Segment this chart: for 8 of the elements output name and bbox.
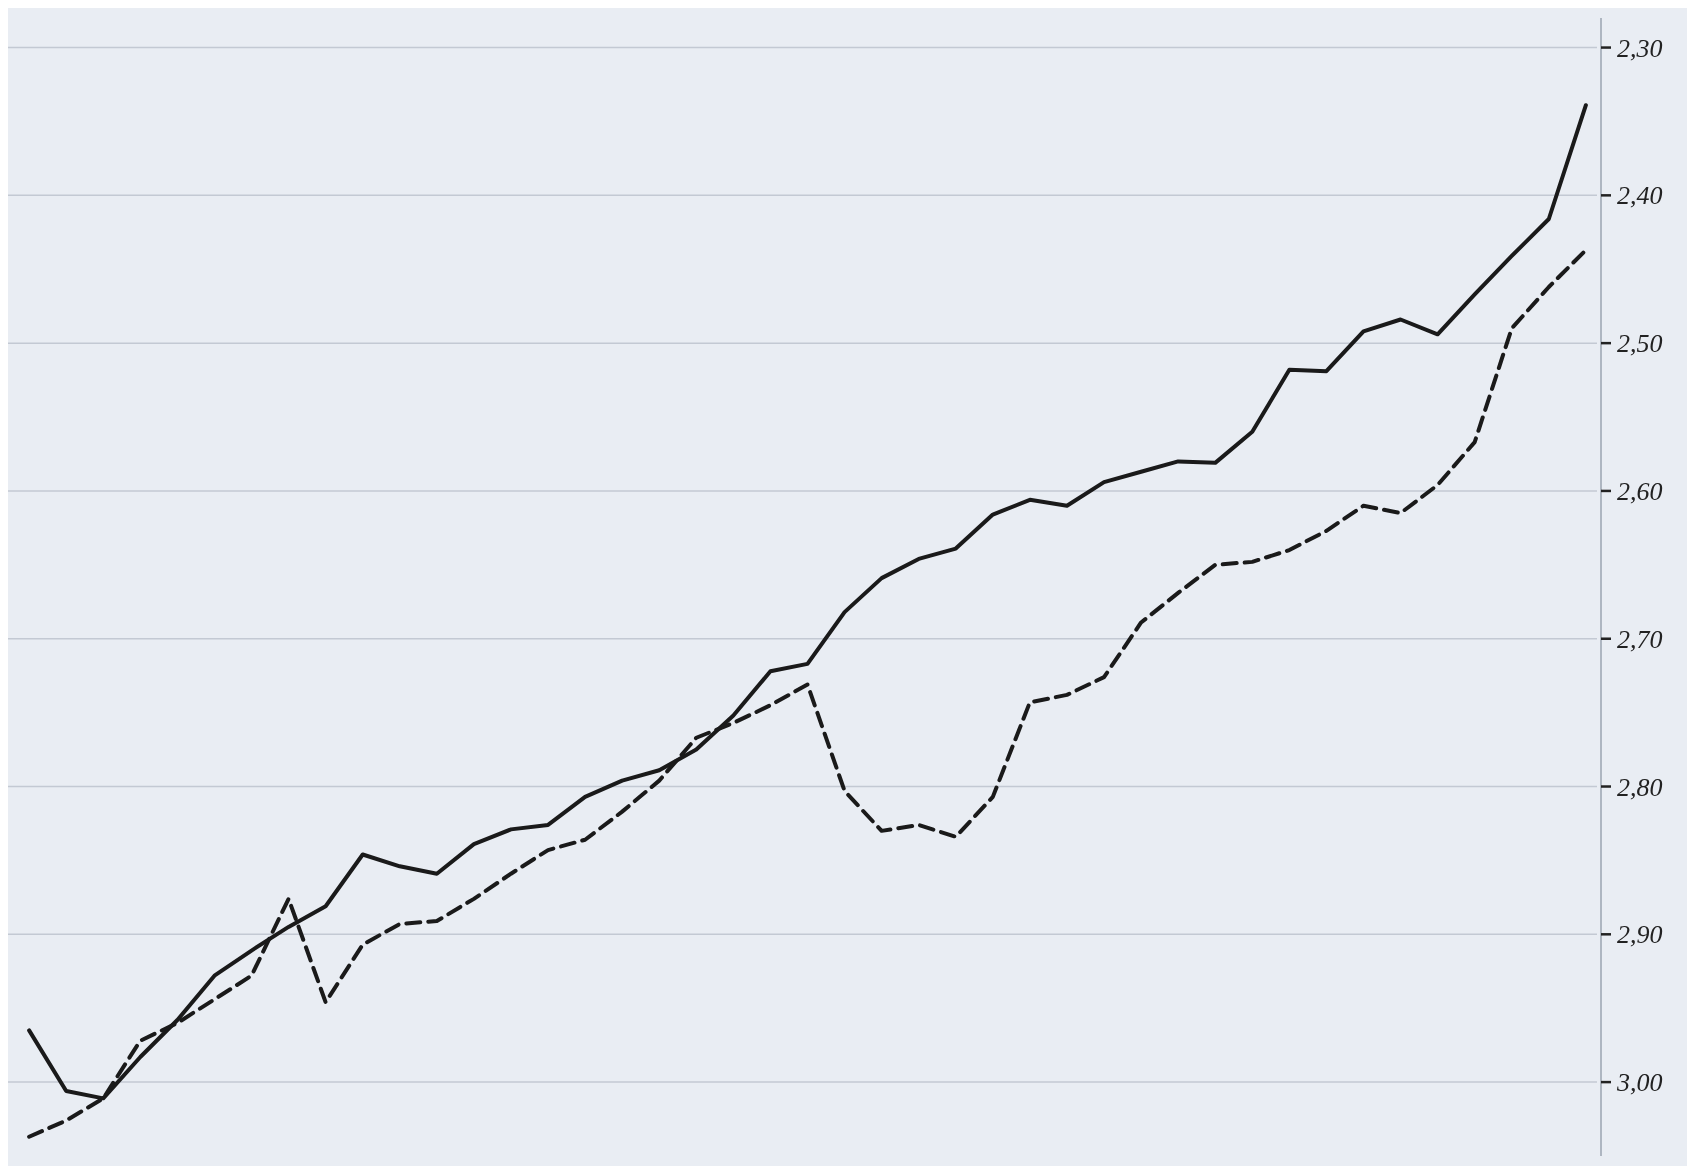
y-tick-label: 2,60 xyxy=(1617,477,1663,507)
y-tick-label: 2,50 xyxy=(1617,329,1663,359)
y-tick-label: 2,40 xyxy=(1617,181,1663,211)
y-tick-label: 2,70 xyxy=(1617,624,1663,654)
y-tick-label: 2,80 xyxy=(1617,772,1663,802)
y-tick-label: 2,90 xyxy=(1617,920,1663,950)
y-tick-label: 2,30 xyxy=(1617,33,1663,63)
y-tick-label: 3,00 xyxy=(1616,1068,1663,1098)
